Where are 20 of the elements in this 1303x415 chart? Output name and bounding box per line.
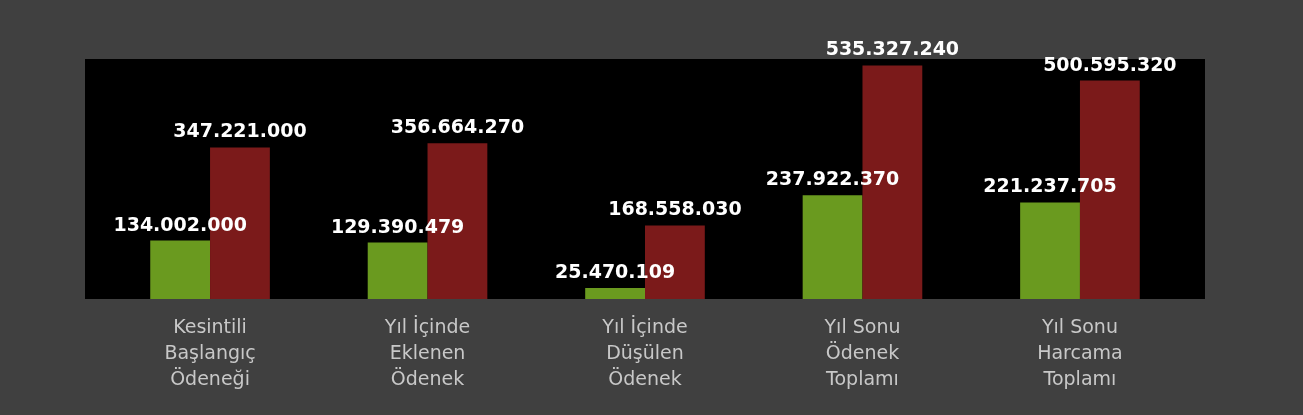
data-label: 500.595.320 [1043, 52, 1177, 75]
data-label: 356.664.270 [390, 115, 525, 138]
data-label: 134.002.000 [113, 212, 247, 235]
bar [367, 242, 428, 299]
data-label: 221.237.705 [983, 174, 1117, 197]
bar [585, 287, 645, 299]
data-label: 129.390.479 [330, 214, 465, 237]
x-tick-label: Yıl İçinde Düşülen Ödenek [601, 314, 688, 389]
data-label: 237.922.370 [765, 167, 900, 190]
data-label: 347.221.000 [173, 119, 307, 142]
x-tick-label: Yıl Sonu Harcama Toplamı [1037, 314, 1123, 389]
data-label: 168.558.030 [608, 197, 742, 220]
x-tick-label: Yıl Sonu Ödenek Toplamı [823, 314, 901, 389]
data-label: 535.327.240 [825, 37, 960, 60]
x-tick-label: Yıl İçinde Eklenen Ödenek [383, 314, 471, 389]
bar [150, 240, 211, 299]
x-tick-label: Kesintili Başlangıç Ödeneği [164, 314, 256, 389]
bar [802, 195, 863, 299]
data-label: 25.470.109 [555, 259, 676, 282]
bar [1020, 202, 1080, 299]
